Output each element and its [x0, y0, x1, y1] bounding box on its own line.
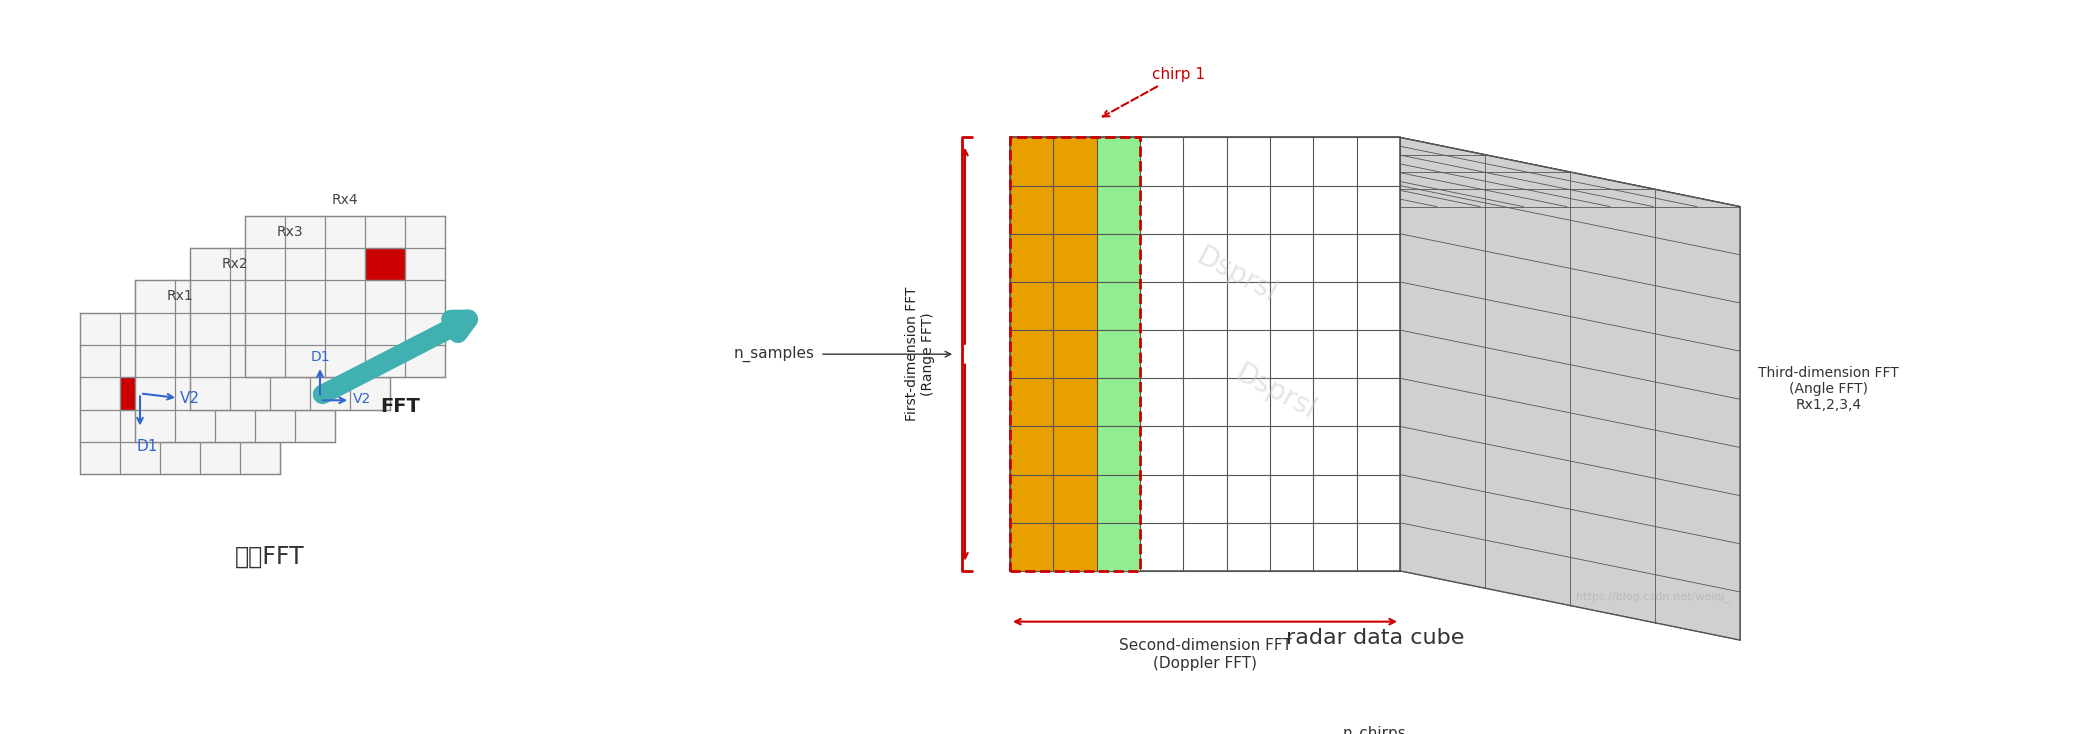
Text: n_chirps: n_chirps [1343, 726, 1408, 734]
Polygon shape [120, 377, 159, 410]
Polygon shape [1009, 137, 1739, 206]
Text: V2: V2 [180, 391, 199, 407]
Text: Rx2: Rx2 [222, 257, 248, 271]
Polygon shape [1399, 137, 1739, 640]
Text: Third-dimension FFT
(Angle FFT)
Rx1,2,3,4: Third-dimension FFT (Angle FFT) Rx1,2,3,… [1758, 366, 1899, 412]
Text: D1: D1 [136, 440, 157, 454]
Text: V2: V2 [352, 392, 371, 406]
Polygon shape [1097, 137, 1139, 571]
Polygon shape [134, 280, 336, 442]
Polygon shape [271, 313, 311, 345]
Bar [1009, 137, 1139, 571]
Polygon shape [214, 345, 256, 377]
Text: radar data cube: radar data cube [1286, 628, 1464, 648]
Polygon shape [365, 248, 405, 280]
Text: 角度FFT: 角度FFT [235, 545, 304, 569]
Text: Dsprsl: Dsprsl [1192, 242, 1282, 308]
Text: D1: D1 [311, 349, 331, 363]
Text: chirp 1: chirp 1 [1104, 68, 1204, 117]
Text: Dsprsl: Dsprsl [1229, 360, 1320, 425]
Text: First-dimension FFT
(Range FFT): First-dimension FFT (Range FFT) [904, 287, 936, 421]
Text: Second-dimension FFT
(Doppler FFT): Second-dimension FFT (Doppler FFT) [1118, 639, 1292, 671]
Text: https://blog.csdn.net/weiqi_: https://blog.csdn.net/weiqi_ [1576, 591, 1731, 602]
Text: Rx1: Rx1 [166, 289, 193, 303]
Polygon shape [191, 248, 390, 410]
Polygon shape [1009, 137, 1097, 571]
Text: Rx4: Rx4 [331, 192, 359, 206]
Polygon shape [1009, 137, 1399, 571]
Polygon shape [245, 216, 445, 377]
Text: FFT: FFT [380, 397, 420, 416]
Text: Rx3: Rx3 [277, 225, 304, 239]
Polygon shape [80, 313, 279, 474]
Text: n_samples: n_samples [734, 346, 814, 363]
